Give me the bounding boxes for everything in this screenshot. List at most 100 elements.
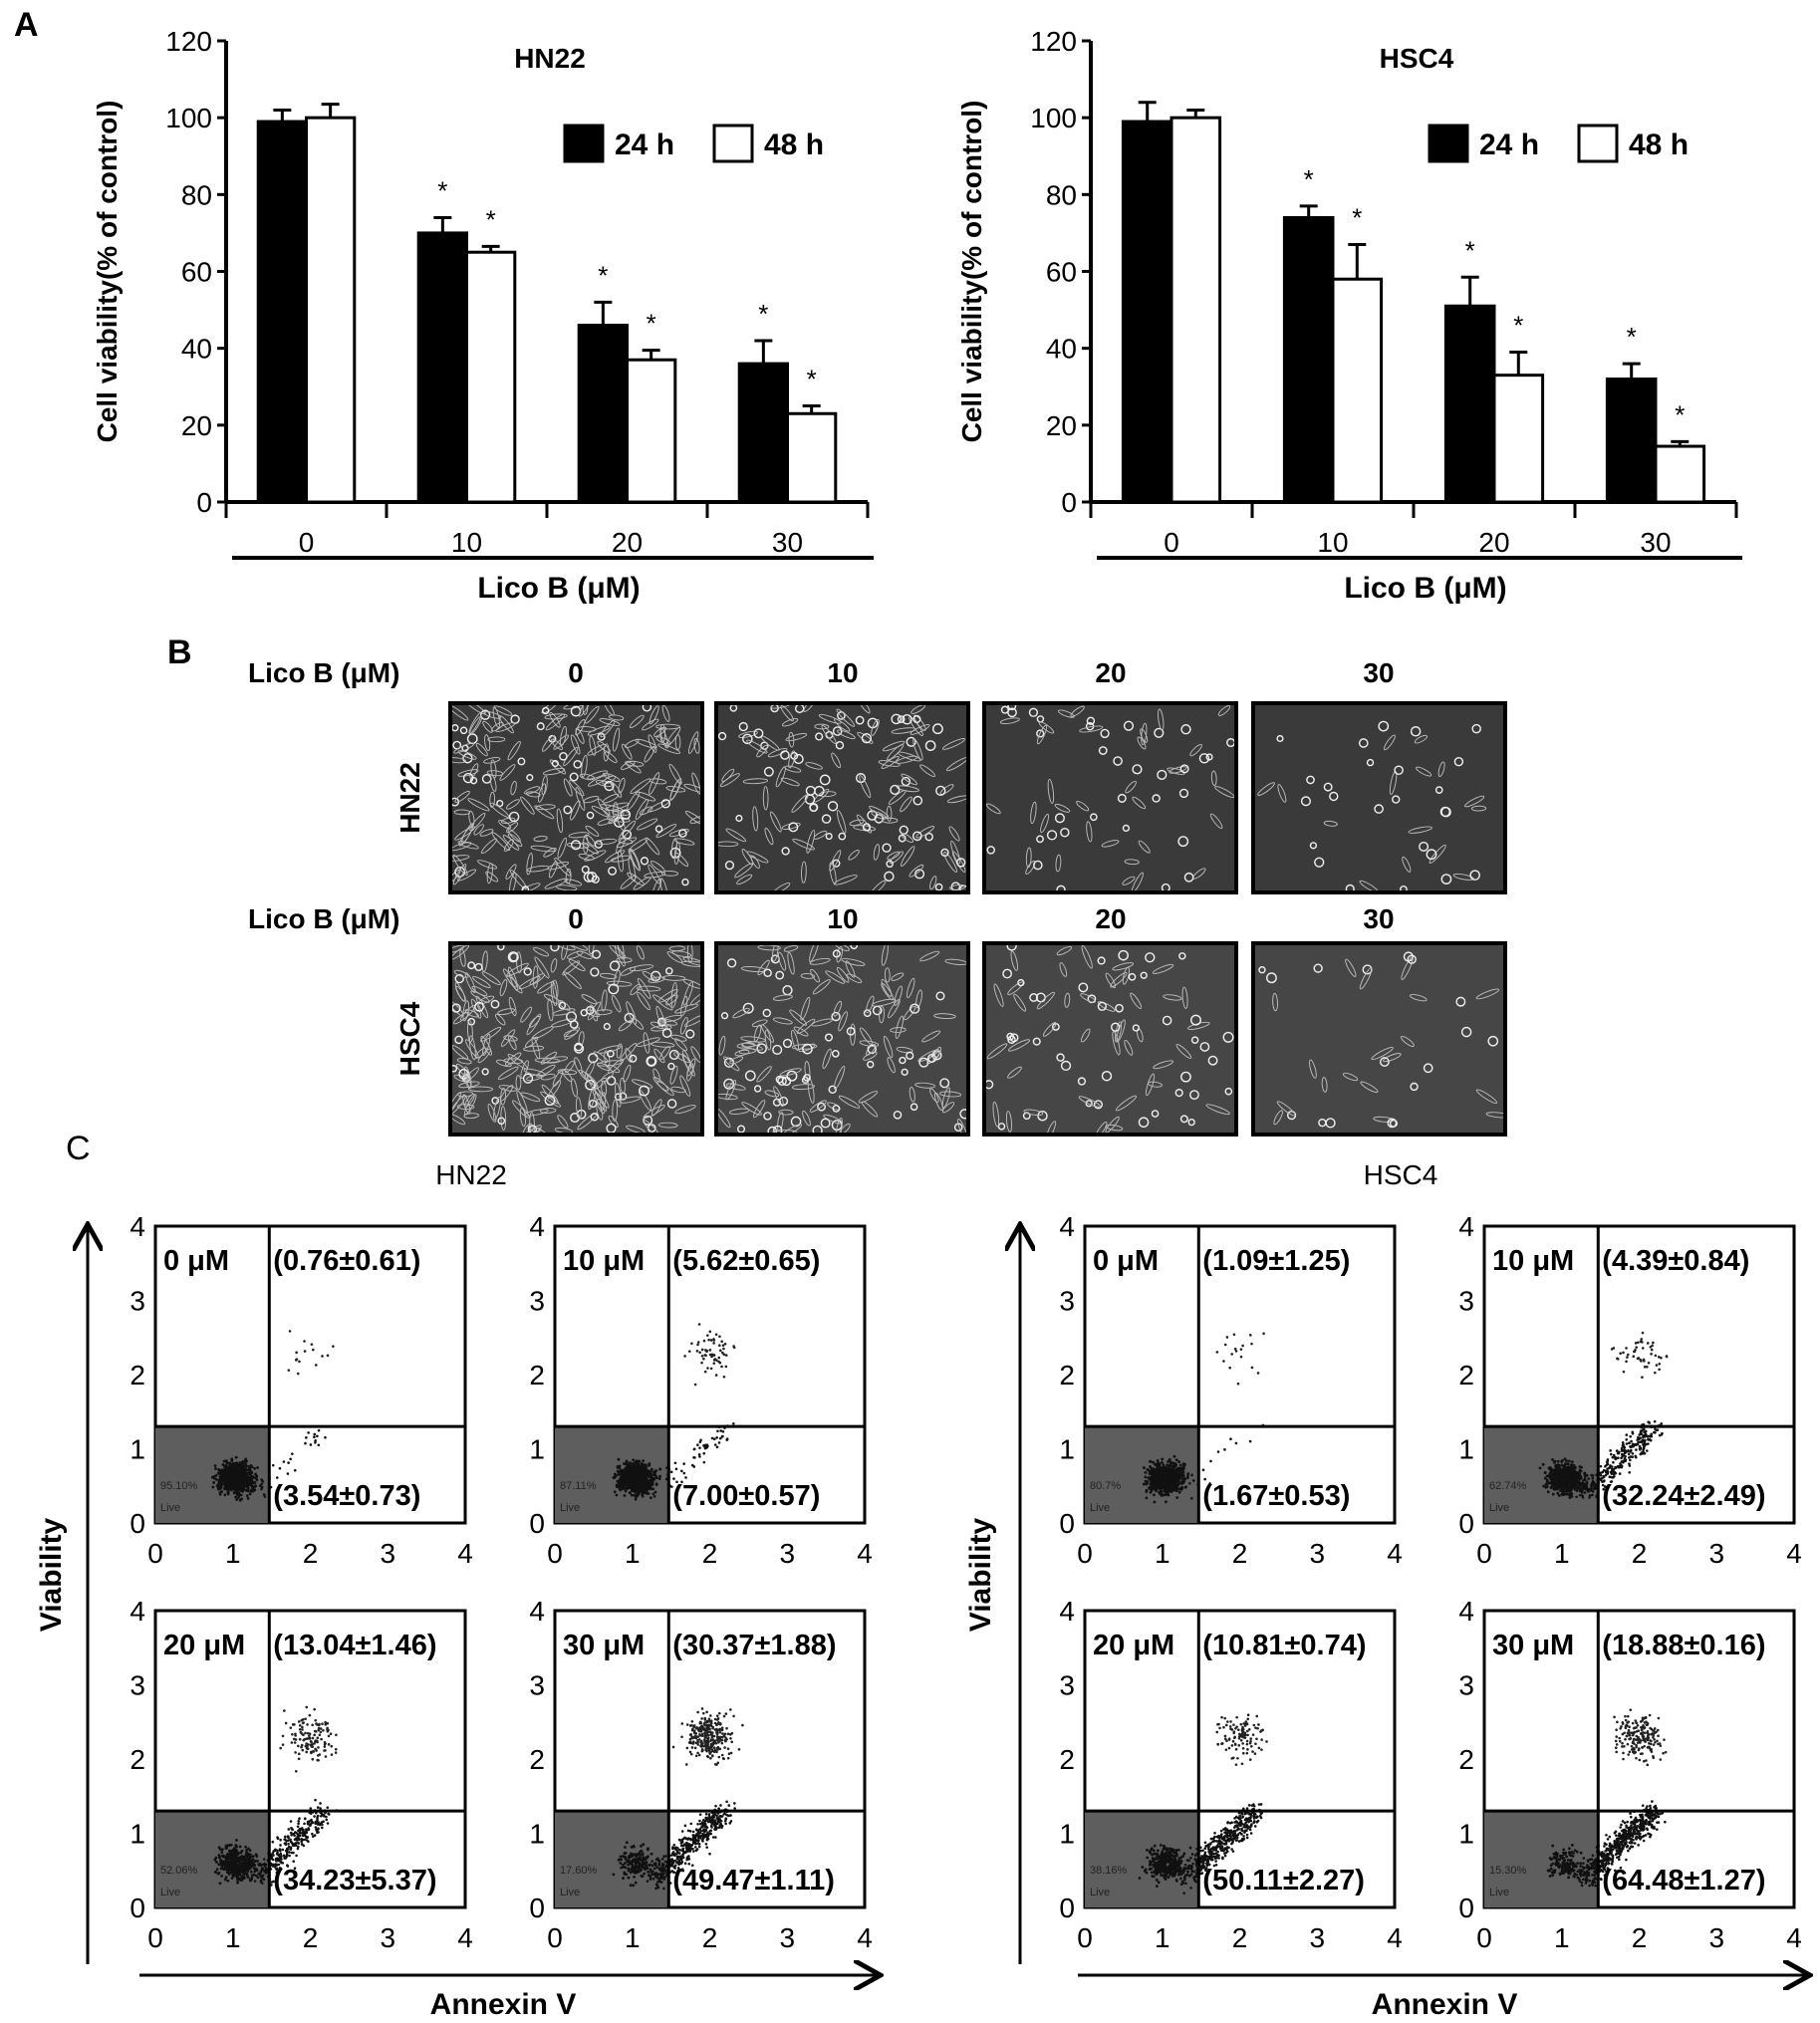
cell	[595, 780, 614, 788]
cell	[551, 759, 559, 768]
cell	[778, 1109, 794, 1116]
cell	[837, 729, 856, 740]
cell	[524, 1109, 549, 1117]
event-dot	[305, 1750, 309, 1754]
cell	[1151, 1110, 1160, 1118]
dose-column-10-row2: 10	[827, 903, 859, 934]
event-dot	[725, 1726, 728, 1730]
cell	[735, 814, 743, 823]
event-dot	[294, 1738, 298, 1741]
event-dot	[276, 1851, 279, 1855]
cell	[526, 1013, 542, 1036]
event-dot	[319, 1730, 323, 1734]
event-dot	[642, 1463, 646, 1467]
x-tick-label: 20	[1478, 527, 1509, 558]
event-dot	[246, 1870, 249, 1873]
event-dot	[709, 1742, 713, 1746]
cell	[503, 1035, 518, 1042]
event-dot	[628, 1482, 631, 1486]
event-dot	[289, 1726, 293, 1729]
cell	[1389, 771, 1398, 796]
cell	[499, 764, 516, 781]
x-tick-label: 0	[547, 1538, 563, 1569]
event-dot	[245, 1849, 248, 1853]
legend-swatch-24h	[1428, 124, 1469, 163]
event-dot	[240, 1467, 244, 1471]
event-dot	[719, 1804, 722, 1807]
cell	[837, 711, 846, 720]
event-dot	[314, 1441, 317, 1444]
cell	[510, 780, 517, 796]
cell	[606, 816, 631, 823]
event-dot	[318, 1753, 322, 1756]
cell	[642, 718, 659, 731]
event-dot	[317, 1728, 321, 1732]
cell	[674, 852, 689, 868]
cell	[1362, 964, 1373, 975]
cell	[597, 818, 614, 826]
event-dot	[315, 1828, 318, 1832]
event-dot	[616, 1465, 620, 1468]
event-dot	[693, 1383, 697, 1387]
event-dot	[617, 1858, 621, 1862]
cell	[1464, 795, 1485, 808]
event-dot	[314, 1747, 317, 1751]
cell	[1257, 782, 1275, 797]
cell	[741, 1041, 760, 1048]
micrograph-hsc4-0uM	[448, 941, 704, 1137]
cell	[1094, 1121, 1108, 1133]
cell	[819, 774, 831, 786]
cell	[1205, 753, 1213, 761]
cell	[630, 848, 642, 872]
cell	[486, 863, 493, 885]
cell	[586, 872, 598, 883]
cell	[648, 772, 660, 795]
event-dot	[289, 1457, 292, 1461]
cell	[744, 1070, 756, 1082]
cell	[1323, 782, 1333, 792]
event-dot	[670, 1859, 674, 1862]
event-dot	[703, 1370, 707, 1374]
cell	[483, 757, 501, 764]
cell	[1033, 860, 1043, 871]
event-dot	[708, 1746, 712, 1749]
cell	[863, 1009, 872, 1018]
event-dot	[709, 1832, 713, 1836]
event-dot	[632, 1458, 636, 1462]
event-dot	[254, 1853, 258, 1857]
cell	[1110, 971, 1128, 988]
cell	[575, 718, 586, 736]
cell	[545, 713, 566, 731]
significance-star: *	[1627, 322, 1637, 352]
cell	[458, 1069, 469, 1080]
cell	[490, 999, 500, 1009]
cell	[1181, 986, 1188, 1009]
cell	[1175, 1043, 1192, 1059]
event-dot	[220, 1848, 224, 1852]
cell	[522, 1073, 534, 1084]
live-percent: 52.06%	[160, 1865, 198, 1877]
cell	[648, 976, 665, 983]
cell	[1276, 1101, 1296, 1117]
micrograph-hn22-0uM	[448, 701, 704, 894]
event-dot	[732, 1346, 736, 1350]
cell	[523, 1068, 546, 1077]
event-dot	[238, 1469, 241, 1473]
cell	[670, 838, 677, 860]
cell	[650, 970, 661, 982]
event-dot	[677, 1838, 681, 1842]
cell	[1409, 993, 1428, 1002]
cell	[862, 823, 872, 832]
cell	[1138, 1117, 1150, 1129]
cell	[806, 830, 816, 854]
y-tick-label: 3	[529, 1286, 545, 1317]
legend-swatch-48h	[1577, 124, 1619, 163]
event-dot	[235, 1872, 239, 1876]
event-dot	[635, 1459, 639, 1463]
cell	[482, 720, 493, 733]
event-dot	[270, 1857, 274, 1861]
event-dot	[623, 1852, 627, 1855]
cell	[608, 812, 625, 825]
event-dot	[629, 1884, 633, 1888]
